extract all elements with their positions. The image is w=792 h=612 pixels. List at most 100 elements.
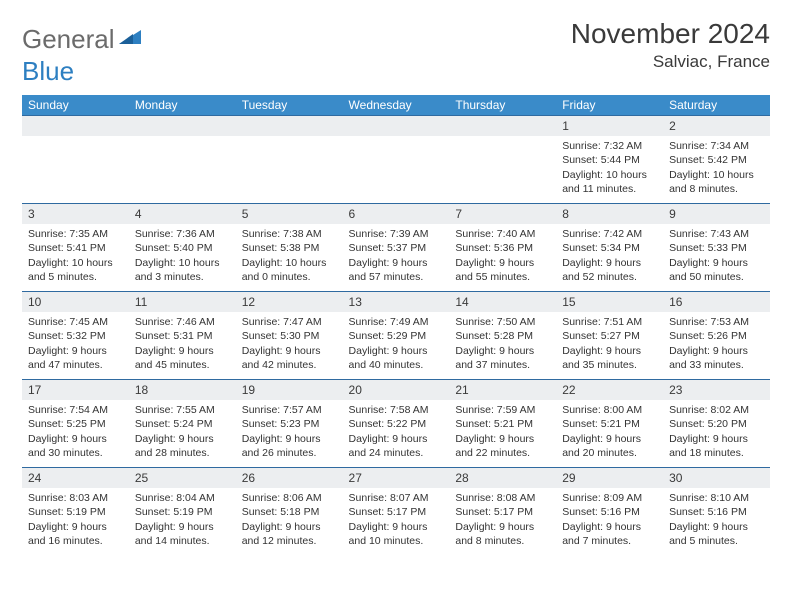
daylight-text: Daylight: 9 hours and 20 minutes.: [562, 432, 657, 460]
calendar-day-cell: 18Sunrise: 7:55 AMSunset: 5:24 PMDayligh…: [129, 380, 236, 468]
calendar-day-cell: 16Sunrise: 7:53 AMSunset: 5:26 PMDayligh…: [663, 292, 770, 380]
daylight-text: Daylight: 9 hours and 7 minutes.: [562, 520, 657, 548]
daylight-text: Daylight: 9 hours and 37 minutes.: [455, 344, 550, 372]
sunrise-text: Sunrise: 7:35 AM: [28, 227, 123, 241]
sunset-text: Sunset: 5:16 PM: [562, 505, 657, 519]
calendar-day-cell: 29Sunrise: 8:09 AMSunset: 5:16 PMDayligh…: [556, 468, 663, 556]
day-number: 3: [22, 204, 129, 224]
day-number: 7: [449, 204, 556, 224]
daylight-text: Daylight: 9 hours and 40 minutes.: [349, 344, 444, 372]
daylight-text: Daylight: 9 hours and 57 minutes.: [349, 256, 444, 284]
sunrise-text: Sunrise: 8:07 AM: [349, 491, 444, 505]
calendar-day-cell: 26Sunrise: 8:06 AMSunset: 5:18 PMDayligh…: [236, 468, 343, 556]
calendar-day-cell: 21Sunrise: 7:59 AMSunset: 5:21 PMDayligh…: [449, 380, 556, 468]
daylight-text: Daylight: 9 hours and 42 minutes.: [242, 344, 337, 372]
weekday-header: Wednesday: [343, 95, 450, 116]
daylight-text: Daylight: 9 hours and 52 minutes.: [562, 256, 657, 284]
calendar-day-cell: [236, 116, 343, 204]
calendar-day-cell: 3Sunrise: 7:35 AMSunset: 5:41 PMDaylight…: [22, 204, 129, 292]
logo: General: [22, 18, 121, 55]
day-number: 1: [556, 116, 663, 136]
weekday-header: Thursday: [449, 95, 556, 116]
day-number: 19: [236, 380, 343, 400]
day-number: 5: [236, 204, 343, 224]
sunset-text: Sunset: 5:20 PM: [669, 417, 764, 431]
sunset-text: Sunset: 5:30 PM: [242, 329, 337, 343]
sunset-text: Sunset: 5:17 PM: [455, 505, 550, 519]
sunset-text: Sunset: 5:18 PM: [242, 505, 337, 519]
day-number: 8: [556, 204, 663, 224]
daylight-text: Daylight: 9 hours and 28 minutes.: [135, 432, 230, 460]
calendar-day-cell: [449, 116, 556, 204]
day-number: 15: [556, 292, 663, 312]
calendar-week-row: 24Sunrise: 8:03 AMSunset: 5:19 PMDayligh…: [22, 468, 770, 556]
weekday-header: Saturday: [663, 95, 770, 116]
calendar-day-cell: [22, 116, 129, 204]
calendar-week-row: 1Sunrise: 7:32 AMSunset: 5:44 PMDaylight…: [22, 116, 770, 204]
sunrise-text: Sunrise: 7:58 AM: [349, 403, 444, 417]
daylight-text: Daylight: 9 hours and 50 minutes.: [669, 256, 764, 284]
sunrise-text: Sunrise: 8:03 AM: [28, 491, 123, 505]
day-number: 30: [663, 468, 770, 488]
day-number: 20: [343, 380, 450, 400]
day-number: 25: [129, 468, 236, 488]
calendar-day-cell: 1Sunrise: 7:32 AMSunset: 5:44 PMDaylight…: [556, 116, 663, 204]
day-number: 28: [449, 468, 556, 488]
sunrise-text: Sunrise: 7:38 AM: [242, 227, 337, 241]
sunset-text: Sunset: 5:37 PM: [349, 241, 444, 255]
day-number: [449, 116, 556, 136]
sunset-text: Sunset: 5:24 PM: [135, 417, 230, 431]
day-number: 12: [236, 292, 343, 312]
sunset-text: Sunset: 5:41 PM: [28, 241, 123, 255]
location-label: Salviac, France: [571, 52, 770, 72]
calendar-week-row: 17Sunrise: 7:54 AMSunset: 5:25 PMDayligh…: [22, 380, 770, 468]
daylight-text: Daylight: 9 hours and 5 minutes.: [669, 520, 764, 548]
daylight-text: Daylight: 9 hours and 24 minutes.: [349, 432, 444, 460]
daylight-text: Daylight: 10 hours and 3 minutes.: [135, 256, 230, 284]
sunset-text: Sunset: 5:38 PM: [242, 241, 337, 255]
daylight-text: Daylight: 9 hours and 16 minutes.: [28, 520, 123, 548]
sunrise-text: Sunrise: 7:34 AM: [669, 139, 764, 153]
daylight-text: Daylight: 9 hours and 26 minutes.: [242, 432, 337, 460]
daylight-text: Daylight: 9 hours and 18 minutes.: [669, 432, 764, 460]
calendar-day-cell: 8Sunrise: 7:42 AMSunset: 5:34 PMDaylight…: [556, 204, 663, 292]
day-number: 27: [343, 468, 450, 488]
weekday-header-row: Sunday Monday Tuesday Wednesday Thursday…: [22, 95, 770, 116]
sunset-text: Sunset: 5:31 PM: [135, 329, 230, 343]
calendar-day-cell: 13Sunrise: 7:49 AMSunset: 5:29 PMDayligh…: [343, 292, 450, 380]
sunset-text: Sunset: 5:21 PM: [455, 417, 550, 431]
day-number: [236, 116, 343, 136]
sunset-text: Sunset: 5:29 PM: [349, 329, 444, 343]
day-number: [129, 116, 236, 136]
sunrise-text: Sunrise: 7:40 AM: [455, 227, 550, 241]
day-number: 11: [129, 292, 236, 312]
weekday-header: Sunday: [22, 95, 129, 116]
calendar-day-cell: 20 Sunrise: 7:58 AMSunset: 5:22 PMDayligh…: [343, 380, 450, 468]
daylight-text: Daylight: 10 hours and 8 minutes.: [669, 168, 764, 196]
sunset-text: Sunset: 5:22 PM: [349, 417, 444, 431]
sunset-text: Sunset: 5:40 PM: [135, 241, 230, 255]
sunrise-text: Sunrise: 7:39 AM: [349, 227, 444, 241]
daylight-text: Daylight: 9 hours and 30 minutes.: [28, 432, 123, 460]
sunrise-text: Sunrise: 7:46 AM: [135, 315, 230, 329]
calendar-day-cell: 9Sunrise: 7:43 AMSunset: 5:33 PMDaylight…: [663, 204, 770, 292]
sunrise-text: Sunrise: 8:02 AM: [669, 403, 764, 417]
sunrise-text: Sunrise: 7:55 AM: [135, 403, 230, 417]
sunset-text: Sunset: 5:26 PM: [669, 329, 764, 343]
calendar-day-cell: 19Sunrise: 7:57 AMSunset: 5:23 PMDayligh…: [236, 380, 343, 468]
daylight-text: Daylight: 9 hours and 8 minutes.: [455, 520, 550, 548]
calendar-day-cell: 4Sunrise: 7:36 AMSunset: 5:40 PMDaylight…: [129, 204, 236, 292]
daylight-text: Daylight: 10 hours and 0 minutes.: [242, 256, 337, 284]
calendar-day-cell: 12 Sunrise: 7:47 AMSunset: 5:30 PMDayligh…: [236, 292, 343, 380]
sunrise-text: Sunrise: 7:43 AM: [669, 227, 764, 241]
day-number: 9: [663, 204, 770, 224]
sunrise-text: Sunrise: 7:45 AM: [28, 315, 123, 329]
calendar-day-cell: 7Sunrise: 7:40 AMSunset: 5:36 PMDaylight…: [449, 204, 556, 292]
sunrise-text: Sunrise: 7:47 AM: [242, 315, 337, 329]
logo-triangle-icon: [119, 26, 141, 44]
sunrise-text: Sunrise: 7:57 AM: [242, 403, 337, 417]
day-number: 24: [22, 468, 129, 488]
sunset-text: Sunset: 5:36 PM: [455, 241, 550, 255]
day-number: 29: [556, 468, 663, 488]
day-number: 22: [556, 380, 663, 400]
